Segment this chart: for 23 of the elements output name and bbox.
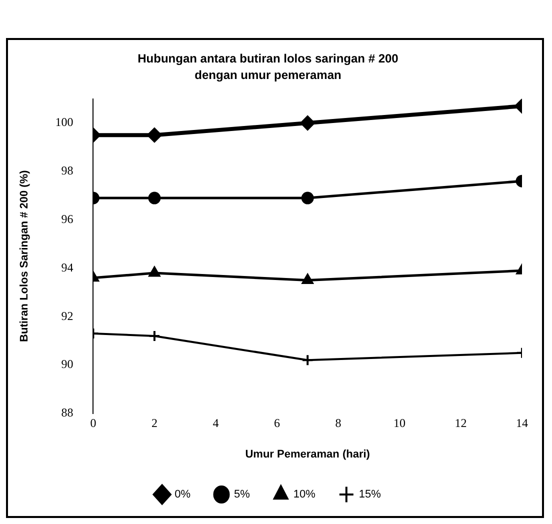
chart-title: Hubungan antara butiran lolos saringan # 200 <box>138 52 399 66</box>
x-tick-label: 6 <box>274 416 280 430</box>
legend-label: 10% <box>293 488 316 501</box>
y-tick-label: 96 <box>61 212 74 226</box>
y-axis-title: Butiran Lolos Saringan # 200 (%) <box>18 170 31 342</box>
y-tick-label: 90 <box>61 357 74 372</box>
x-tick-label: 2 <box>151 416 158 430</box>
y-tick-label: 98 <box>61 164 74 178</box>
y-tick-label: 100 <box>55 115 74 130</box>
y-tick-label: 92 <box>61 308 74 323</box>
chart-subtitle: dengan umur pemeraman <box>194 68 342 82</box>
x-tick-label: 0 <box>90 416 96 430</box>
x-axis-title: Umur Pemeraman (hari) <box>245 448 370 460</box>
y-tick-label: 88 <box>61 406 74 420</box>
y-tick-label: 94 <box>61 260 74 274</box>
legend-label: 15% <box>358 488 382 501</box>
x-tick-label: 14 <box>516 416 528 430</box>
legend-label: 5% <box>234 488 250 501</box>
x-tick-label: 10 <box>393 416 406 430</box>
legend-label: 0% <box>174 488 191 501</box>
x-tick-label: 8 <box>335 416 342 430</box>
x-tick-label: 12 <box>454 416 467 430</box>
x-tick-label: 4 <box>212 416 219 430</box>
